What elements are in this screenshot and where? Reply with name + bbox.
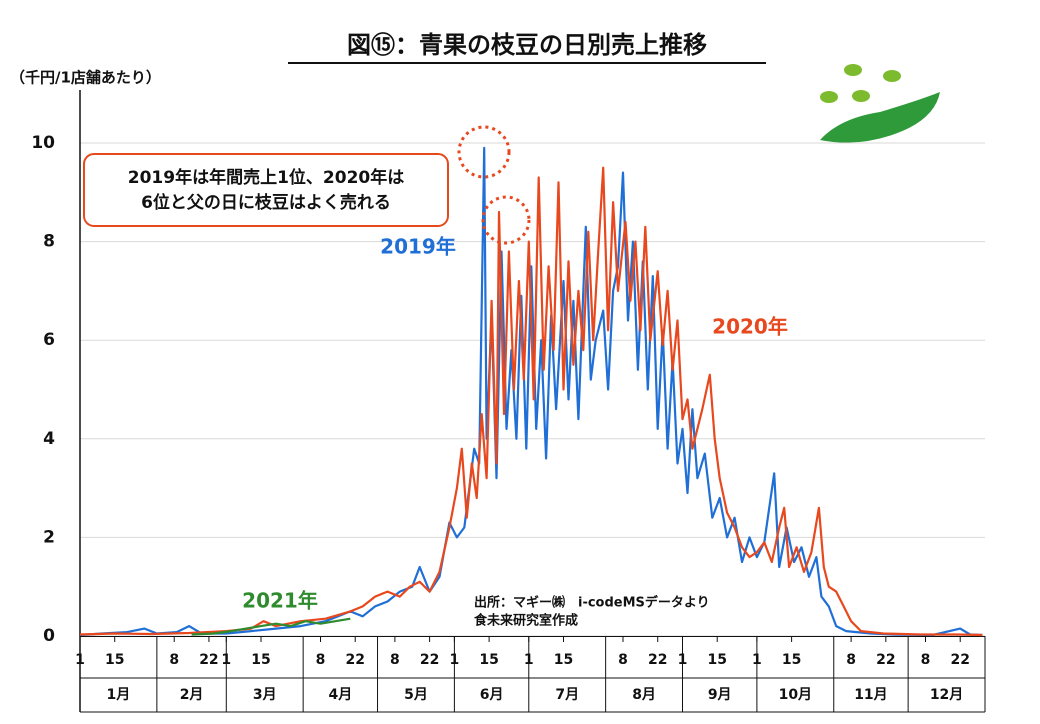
x-tick-label: 8 [169, 652, 179, 668]
y-tick-label: 8 [43, 232, 55, 252]
x-tick-label: 15 [554, 652, 573, 668]
edamame-icon [820, 64, 940, 143]
month-label: 1月 [107, 687, 131, 703]
x-tick-label: 8 [390, 652, 400, 668]
month-label: 8月 [632, 687, 656, 703]
highlight-circle [481, 195, 531, 245]
month-label: 6月 [480, 687, 504, 703]
x-tick-label: 15 [479, 652, 498, 668]
x-tick-label: 22 [345, 652, 364, 668]
series-label: 2021年 [242, 589, 318, 613]
x-tick-label: 8 [618, 652, 628, 668]
x-tick-label: 22 [876, 652, 895, 668]
month-label: 5月 [404, 687, 428, 703]
callout-box [83, 153, 449, 227]
callout-text: 6位と父の日に枝豆はよく売れる [141, 192, 391, 213]
x-tick-label: 8 [846, 652, 856, 668]
month-label: 3月 [253, 687, 277, 703]
x-tick-label: 22 [420, 652, 439, 668]
y-tick-label: 10 [31, 133, 55, 153]
series-line [79, 166, 983, 637]
x-tick-label: 22 [950, 652, 969, 668]
x-tick-label: 8 [316, 652, 326, 668]
callout-text: 2019年は年間売上1位、2020年は [128, 167, 404, 188]
x-tick-label: 15 [782, 652, 801, 668]
y-tick-label: 6 [43, 330, 55, 350]
x-tick-label: 15 [105, 652, 124, 668]
y-tick-label: 0 [43, 626, 55, 646]
source-note: 出所：マギー㈱ i-codeMSデータより [474, 595, 710, 611]
month-label: 9月 [708, 687, 732, 703]
series-line [191, 617, 351, 636]
highlight-circle [457, 125, 511, 179]
x-tick-label: 8 [921, 652, 931, 668]
month-label: 7月 [555, 687, 579, 703]
month-label: 4月 [328, 687, 352, 703]
x-tick-label: 22 [199, 652, 218, 668]
x-tick-label: 15 [251, 652, 270, 668]
month-label: 12月 [930, 687, 963, 703]
source-note: 食未来研究室作成 [474, 613, 578, 629]
y-tick-label: 2 [43, 527, 55, 547]
series-label: 2019年 [380, 235, 456, 259]
month-label: 10月 [779, 687, 812, 703]
series-label: 2020年 [712, 315, 788, 339]
month-label: 11月 [854, 687, 887, 703]
y-tick-label: 4 [43, 429, 55, 449]
x-tick-label: 15 [707, 652, 726, 668]
month-label: 2月 [180, 687, 204, 703]
x-tick-label: 22 [648, 652, 667, 668]
chart-title: 図⑮：青果の枝豆の日別売上推移 [347, 31, 707, 59]
y-axis-label: （千円/1店舗あたり） [10, 69, 161, 87]
